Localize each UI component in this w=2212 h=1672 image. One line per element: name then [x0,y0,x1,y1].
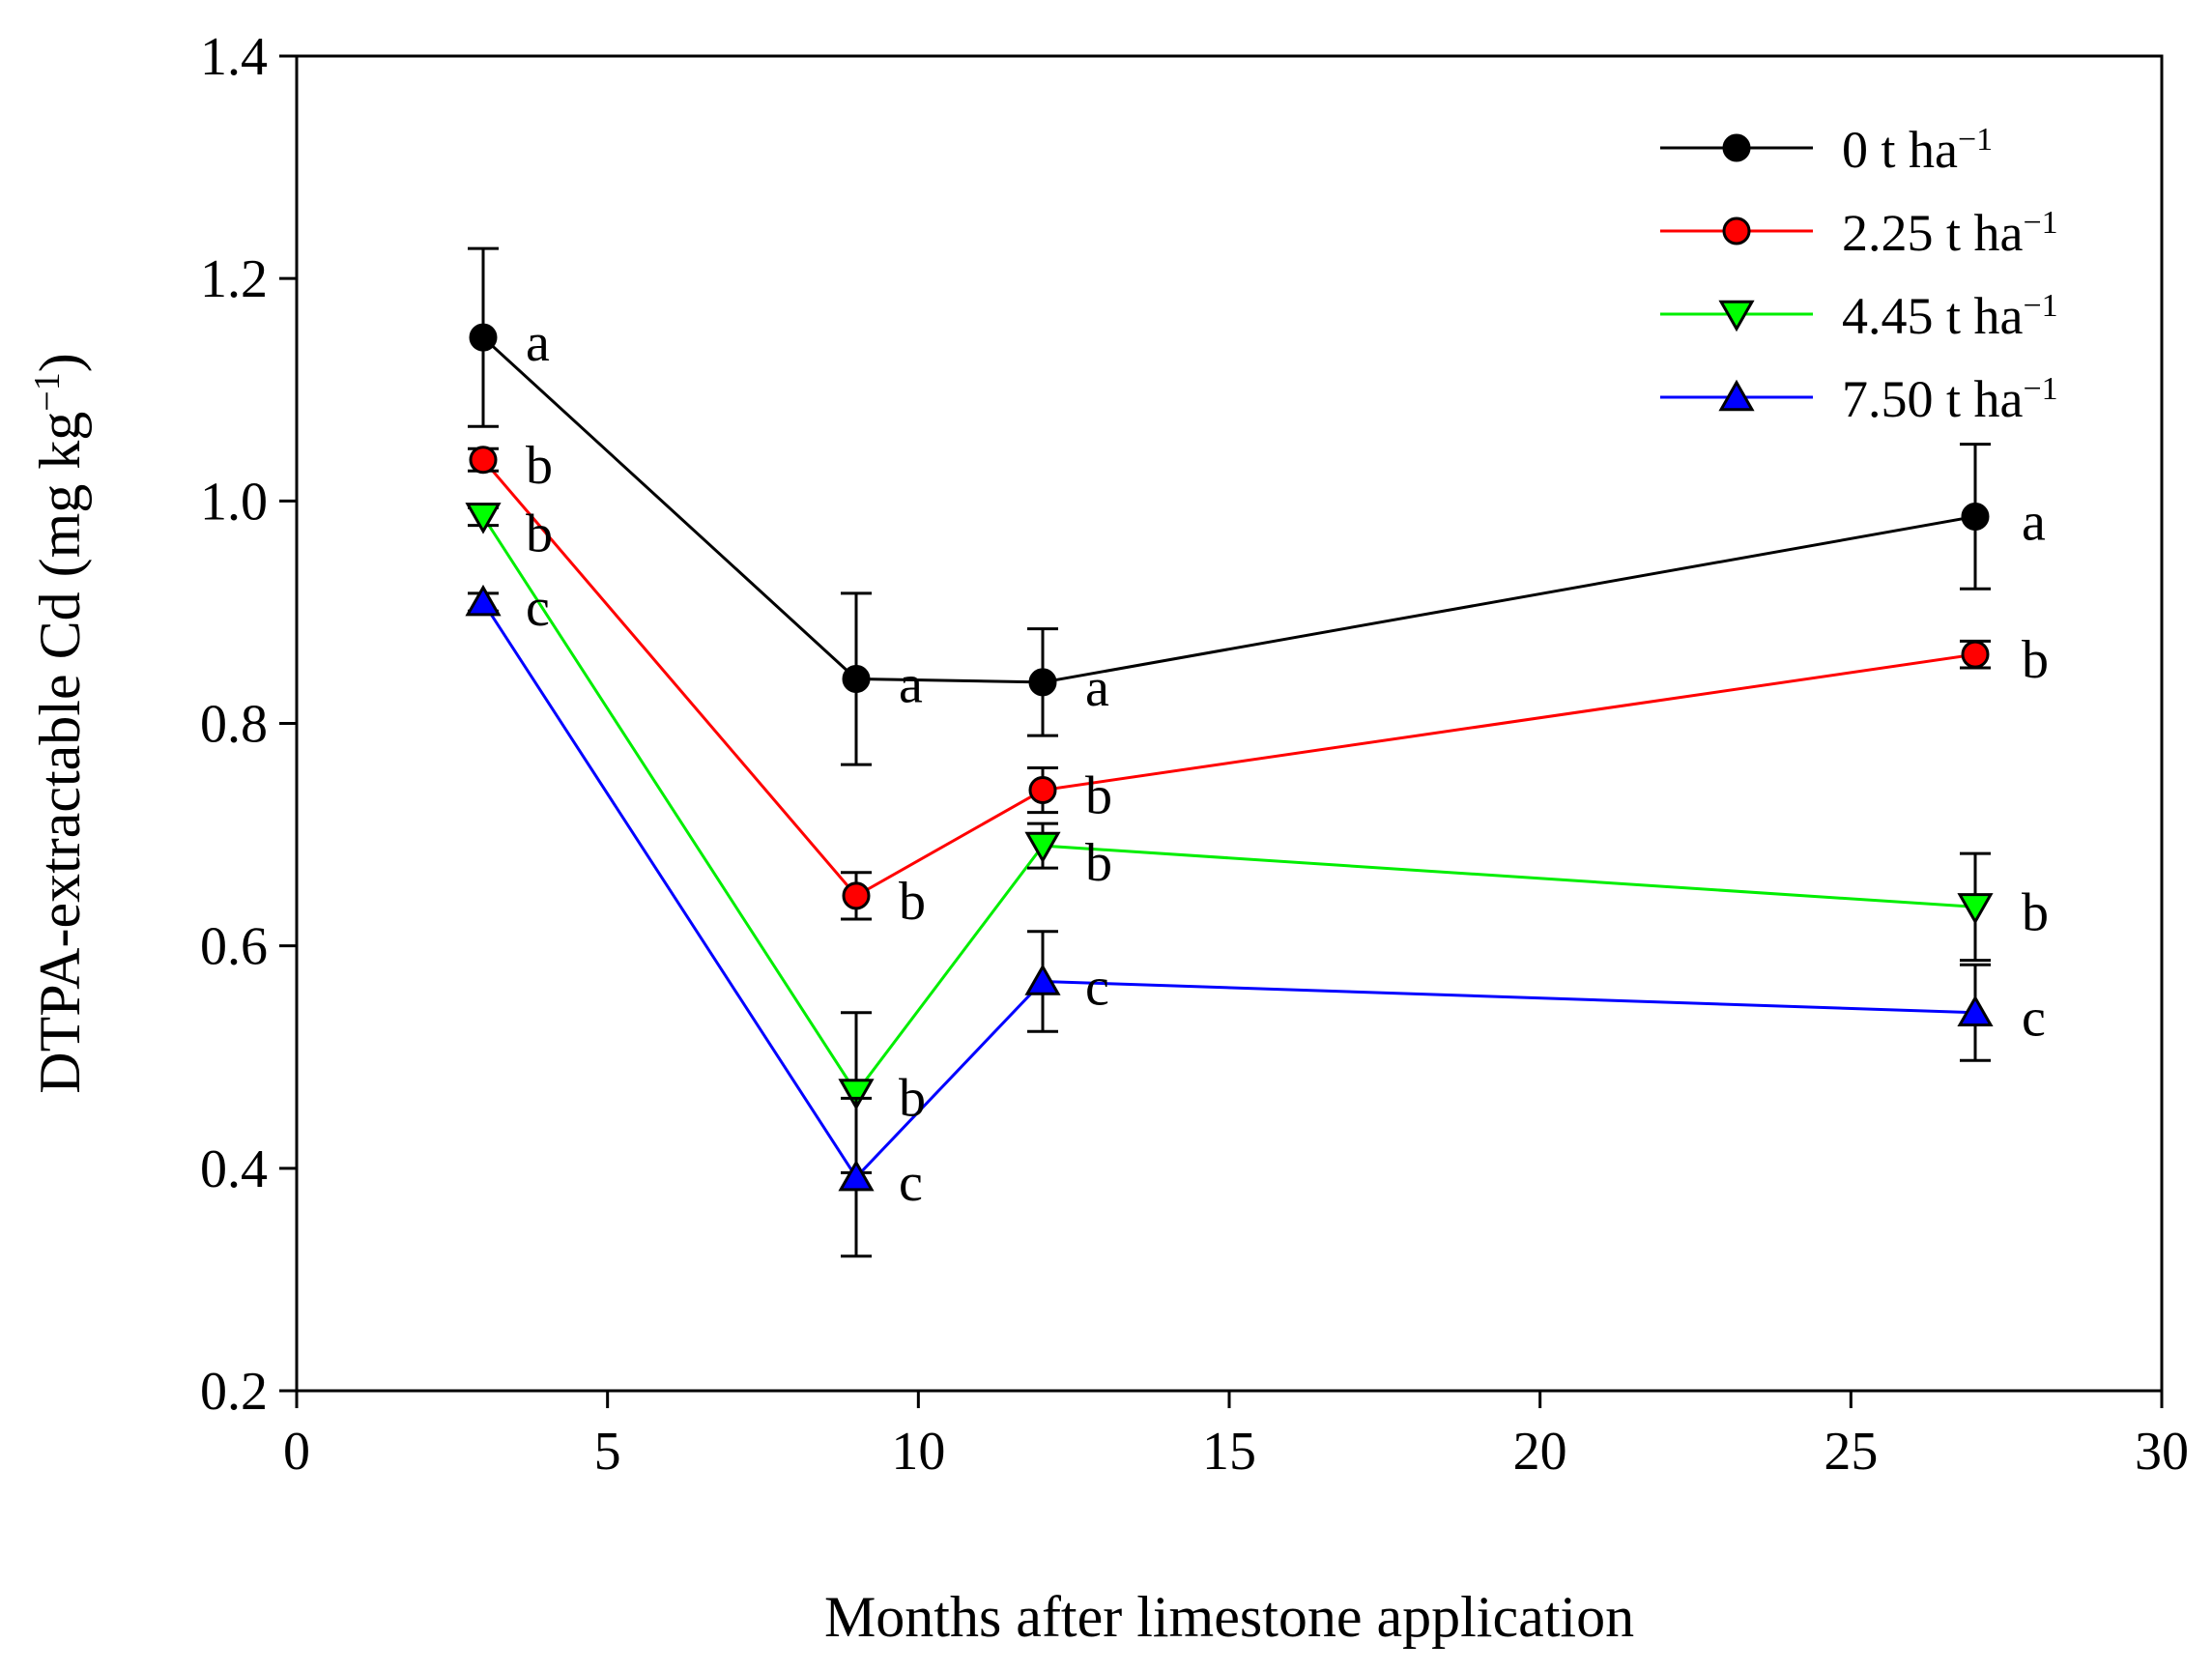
y-tick-label-1.4: 1.4 [200,27,268,87]
x-tick-label-10: 10 [891,1422,945,1482]
series-line-1 [481,458,1976,898]
data-point-0-1 [842,664,871,693]
sig-label-1-0: b [526,436,553,496]
legend-entry-2: 4.45 t ha−1 [1660,287,2058,345]
series-3 [465,584,1994,1258]
sig-label-0-2: a [1085,658,1109,718]
y-tick-label-0.6: 0.6 [200,917,268,977]
sig-label-0-0: a [526,313,550,373]
legend-marker-1 [1722,216,1751,245]
legend-label-3: 7.50 t ha−1 [1842,370,2058,428]
data-point-3-1 [838,1159,875,1192]
data-point-3-3 [1957,995,1994,1027]
legend-label-text-1: 2.25 t ha [1842,204,2024,262]
y-axis-title-close: ) [28,353,92,372]
sig-label-1-1: b [899,872,926,932]
sig-label-2-0: b [526,504,553,563]
x-tick-label-30: 30 [2135,1422,2189,1482]
x-tick-label-20: 20 [1513,1422,1567,1482]
legend-entry-3: 7.50 t ha−1 [1660,370,2058,428]
y-axis-title-superscript: −1 [27,372,68,411]
sig-label-3-3: c [2022,989,2046,1049]
data-point-0-2 [1028,668,1057,697]
data-point-1-3 [1961,640,1990,669]
sig-label-0-3: a [2022,492,2046,552]
legend-label-2: 4.45 t ha−1 [1842,287,2058,345]
sig-label-3-2: c [1085,957,1109,1017]
series-1 [468,446,1991,921]
legend-entry-0: 0 t ha−1 [1660,121,1993,179]
data-point-0-3 [1961,502,1990,531]
legend-label-superscript-3: −1 [2023,371,2057,407]
legend-label-text-2: 4.45 t ha [1842,287,2024,345]
y-tick-label-0.8: 0.8 [200,695,268,755]
legend-label-superscript-2: −1 [2023,288,2057,324]
legend-label-1: 2.25 t ha−1 [1842,204,2058,262]
y-axis-title-main: DTPA-extractable Cd (mg kg [28,412,92,1094]
sig-label-3-0: c [526,578,550,638]
y-tick-label-0.2: 0.2 [200,1362,268,1422]
series-group [465,246,1994,1258]
sig-label-1-2: b [1085,766,1112,826]
data-point-2-3 [1957,893,1994,925]
legend-marker-2 [1718,300,1755,332]
x-tick-label-15: 15 [1202,1422,1256,1482]
legend-label-text-3: 7.50 t ha [1842,370,2024,428]
legend-entry-1: 2.25 t ha−1 [1660,204,2058,262]
data-point-2-0 [465,503,502,534]
series-line-3 [481,601,1976,1180]
sig-label-2-2: b [1085,833,1112,893]
data-point-1-0 [469,446,498,475]
data-point-0-0 [469,323,498,352]
legend: 0 t ha−12.25 t ha−14.45 t ha−17.50 t ha−… [1660,121,2058,428]
sig-label-3-1: c [899,1153,923,1213]
data-point-3-2 [1024,964,1061,995]
sig-label-1-3: b [2022,630,2049,690]
series-0 [468,246,1991,766]
x-tick-label-25: 25 [1824,1422,1878,1482]
x-axis-title: Months after limestone application [824,1585,1634,1649]
sig-label-0-1: a [899,654,923,714]
data-point-1-2 [1028,776,1057,805]
legend-label-text-0: 0 t ha [1842,121,1958,179]
series-2 [465,503,1994,1174]
y-tick-label-0.4: 0.4 [200,1139,268,1199]
legend-label-superscript-0: −1 [1958,122,1993,158]
sig-label-2-1: b [899,1069,926,1129]
series-line-2 [481,515,1976,1096]
legend-label-0: 0 t ha−1 [1842,121,1993,179]
y-axis-title: DTPA-extractable Cd (mg kg−1) [27,353,92,1093]
data-point-2-2 [1024,831,1061,864]
legend-label-superscript-1: −1 [2023,205,2057,241]
data-point-3-0 [465,584,502,617]
y-tick-label-1.2: 1.2 [200,249,268,309]
legend-marker-0 [1722,133,1751,162]
data-point-2-1 [838,1079,875,1110]
sig-label-2-3: b [2022,882,2049,942]
legend-marker-3 [1718,379,1755,412]
x-tick-label-0: 0 [283,1422,310,1482]
y-tick-label-1.0: 1.0 [200,472,268,532]
axes: 0 5 10 15 20 25 30 0.2 0.4 0.6 0.8 1.0 1.2 1.4 [200,27,2189,1482]
data-point-1-1 [842,881,871,910]
x-tick-label-5: 5 [594,1422,621,1482]
series-line-0 [481,336,1976,684]
